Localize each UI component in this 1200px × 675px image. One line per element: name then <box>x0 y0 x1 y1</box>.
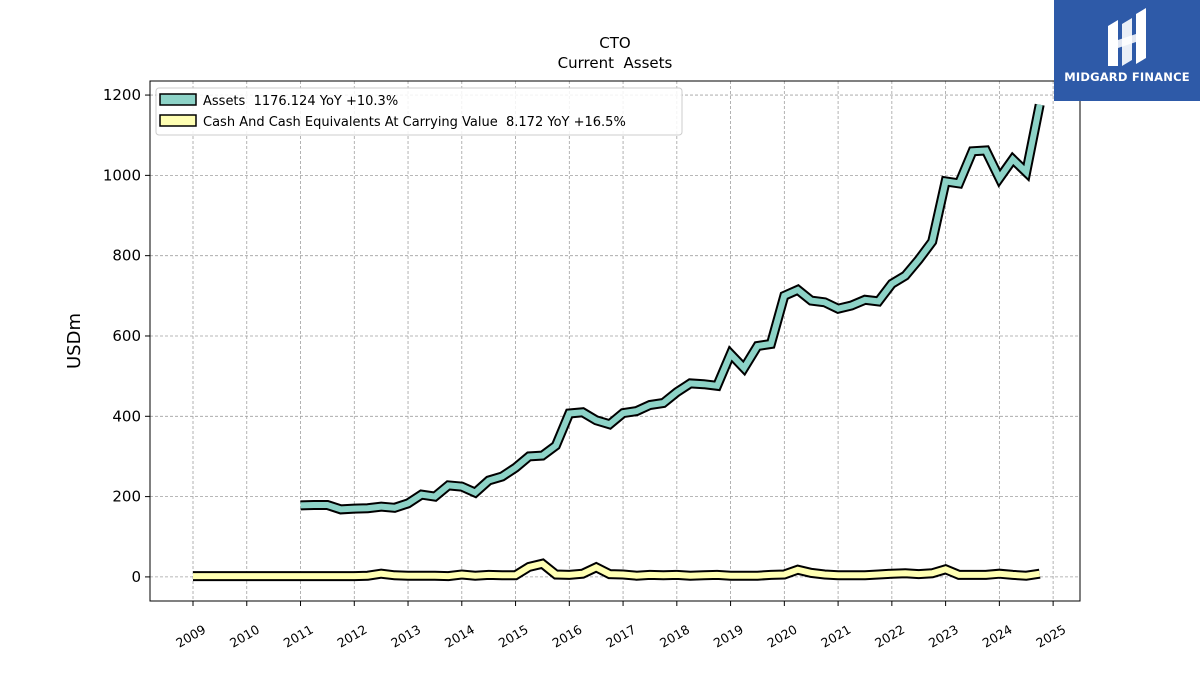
legend-swatch-assets <box>159 93 197 106</box>
chart-subtitle: Current Assets <box>558 54 673 72</box>
chart-title: CTO <box>599 34 630 52</box>
series-line-assets <box>300 104 1043 513</box>
x-tick-label: 2015 <box>496 622 531 651</box>
x-tick-label: 2019 <box>711 622 746 651</box>
y-axis: 0 200 400 600 800 1000 1200 <box>103 86 150 586</box>
x-tick-label: 2012 <box>335 622 370 651</box>
y-tick-label: 600 <box>112 327 141 345</box>
legend: Assets 1176.124 YoY +10.3% Cash And Cash… <box>155 87 683 136</box>
y-tick-label: 1200 <box>103 86 141 104</box>
x-tick-label: 2009 <box>173 622 208 651</box>
x-tick-label: 2017 <box>603 622 638 651</box>
x-tick-label: 2013 <box>388 622 423 651</box>
x-tick-label: 2016 <box>550 622 585 651</box>
x-tick-label: 2020 <box>765 622 800 651</box>
legend-label-assets: Assets 1176.124 YoY +10.3% <box>203 94 398 109</box>
y-tick-label: 800 <box>112 247 141 265</box>
y-axis-label: USDm <box>64 313 85 369</box>
x-tick-label: 2014 <box>442 622 477 651</box>
brand-logo: MIDGARD FINANCE <box>1054 0 1200 101</box>
brand-name: MIDGARD FINANCE <box>1064 70 1190 84</box>
y-tick-label: 400 <box>112 407 141 425</box>
x-tick-label: 2025 <box>1033 622 1068 651</box>
y-tick-label: 0 <box>131 568 141 586</box>
x-tick-label: 2011 <box>281 622 316 651</box>
brand-mark-icon <box>1108 8 1146 66</box>
series-layer <box>193 103 1045 582</box>
x-axis: 2009 2010 2011 2012 2013 2014 2015 2016 2017 2018… <box>173 601 1068 651</box>
series-line-assets-outline <box>300 103 1045 515</box>
legend-label-cash: Cash And Cash Equivalents At Carrying Va… <box>203 115 626 130</box>
x-tick-label: 2010 <box>227 622 262 651</box>
legend-swatch-cash <box>159 114 197 127</box>
series-line-cash <box>193 560 1041 580</box>
x-tick-label: 2024 <box>980 622 1015 651</box>
x-tick-label: 2021 <box>818 622 853 651</box>
y-tick-label: 200 <box>112 488 141 506</box>
plot-frame <box>149 80 1081 602</box>
x-tick-label: 2022 <box>872 622 907 651</box>
grid <box>150 81 1080 601</box>
x-tick-label: 2018 <box>657 622 692 651</box>
x-tick-label: 2023 <box>926 622 961 651</box>
y-tick-label: 1000 <box>103 166 141 184</box>
legend-box <box>155 87 683 136</box>
